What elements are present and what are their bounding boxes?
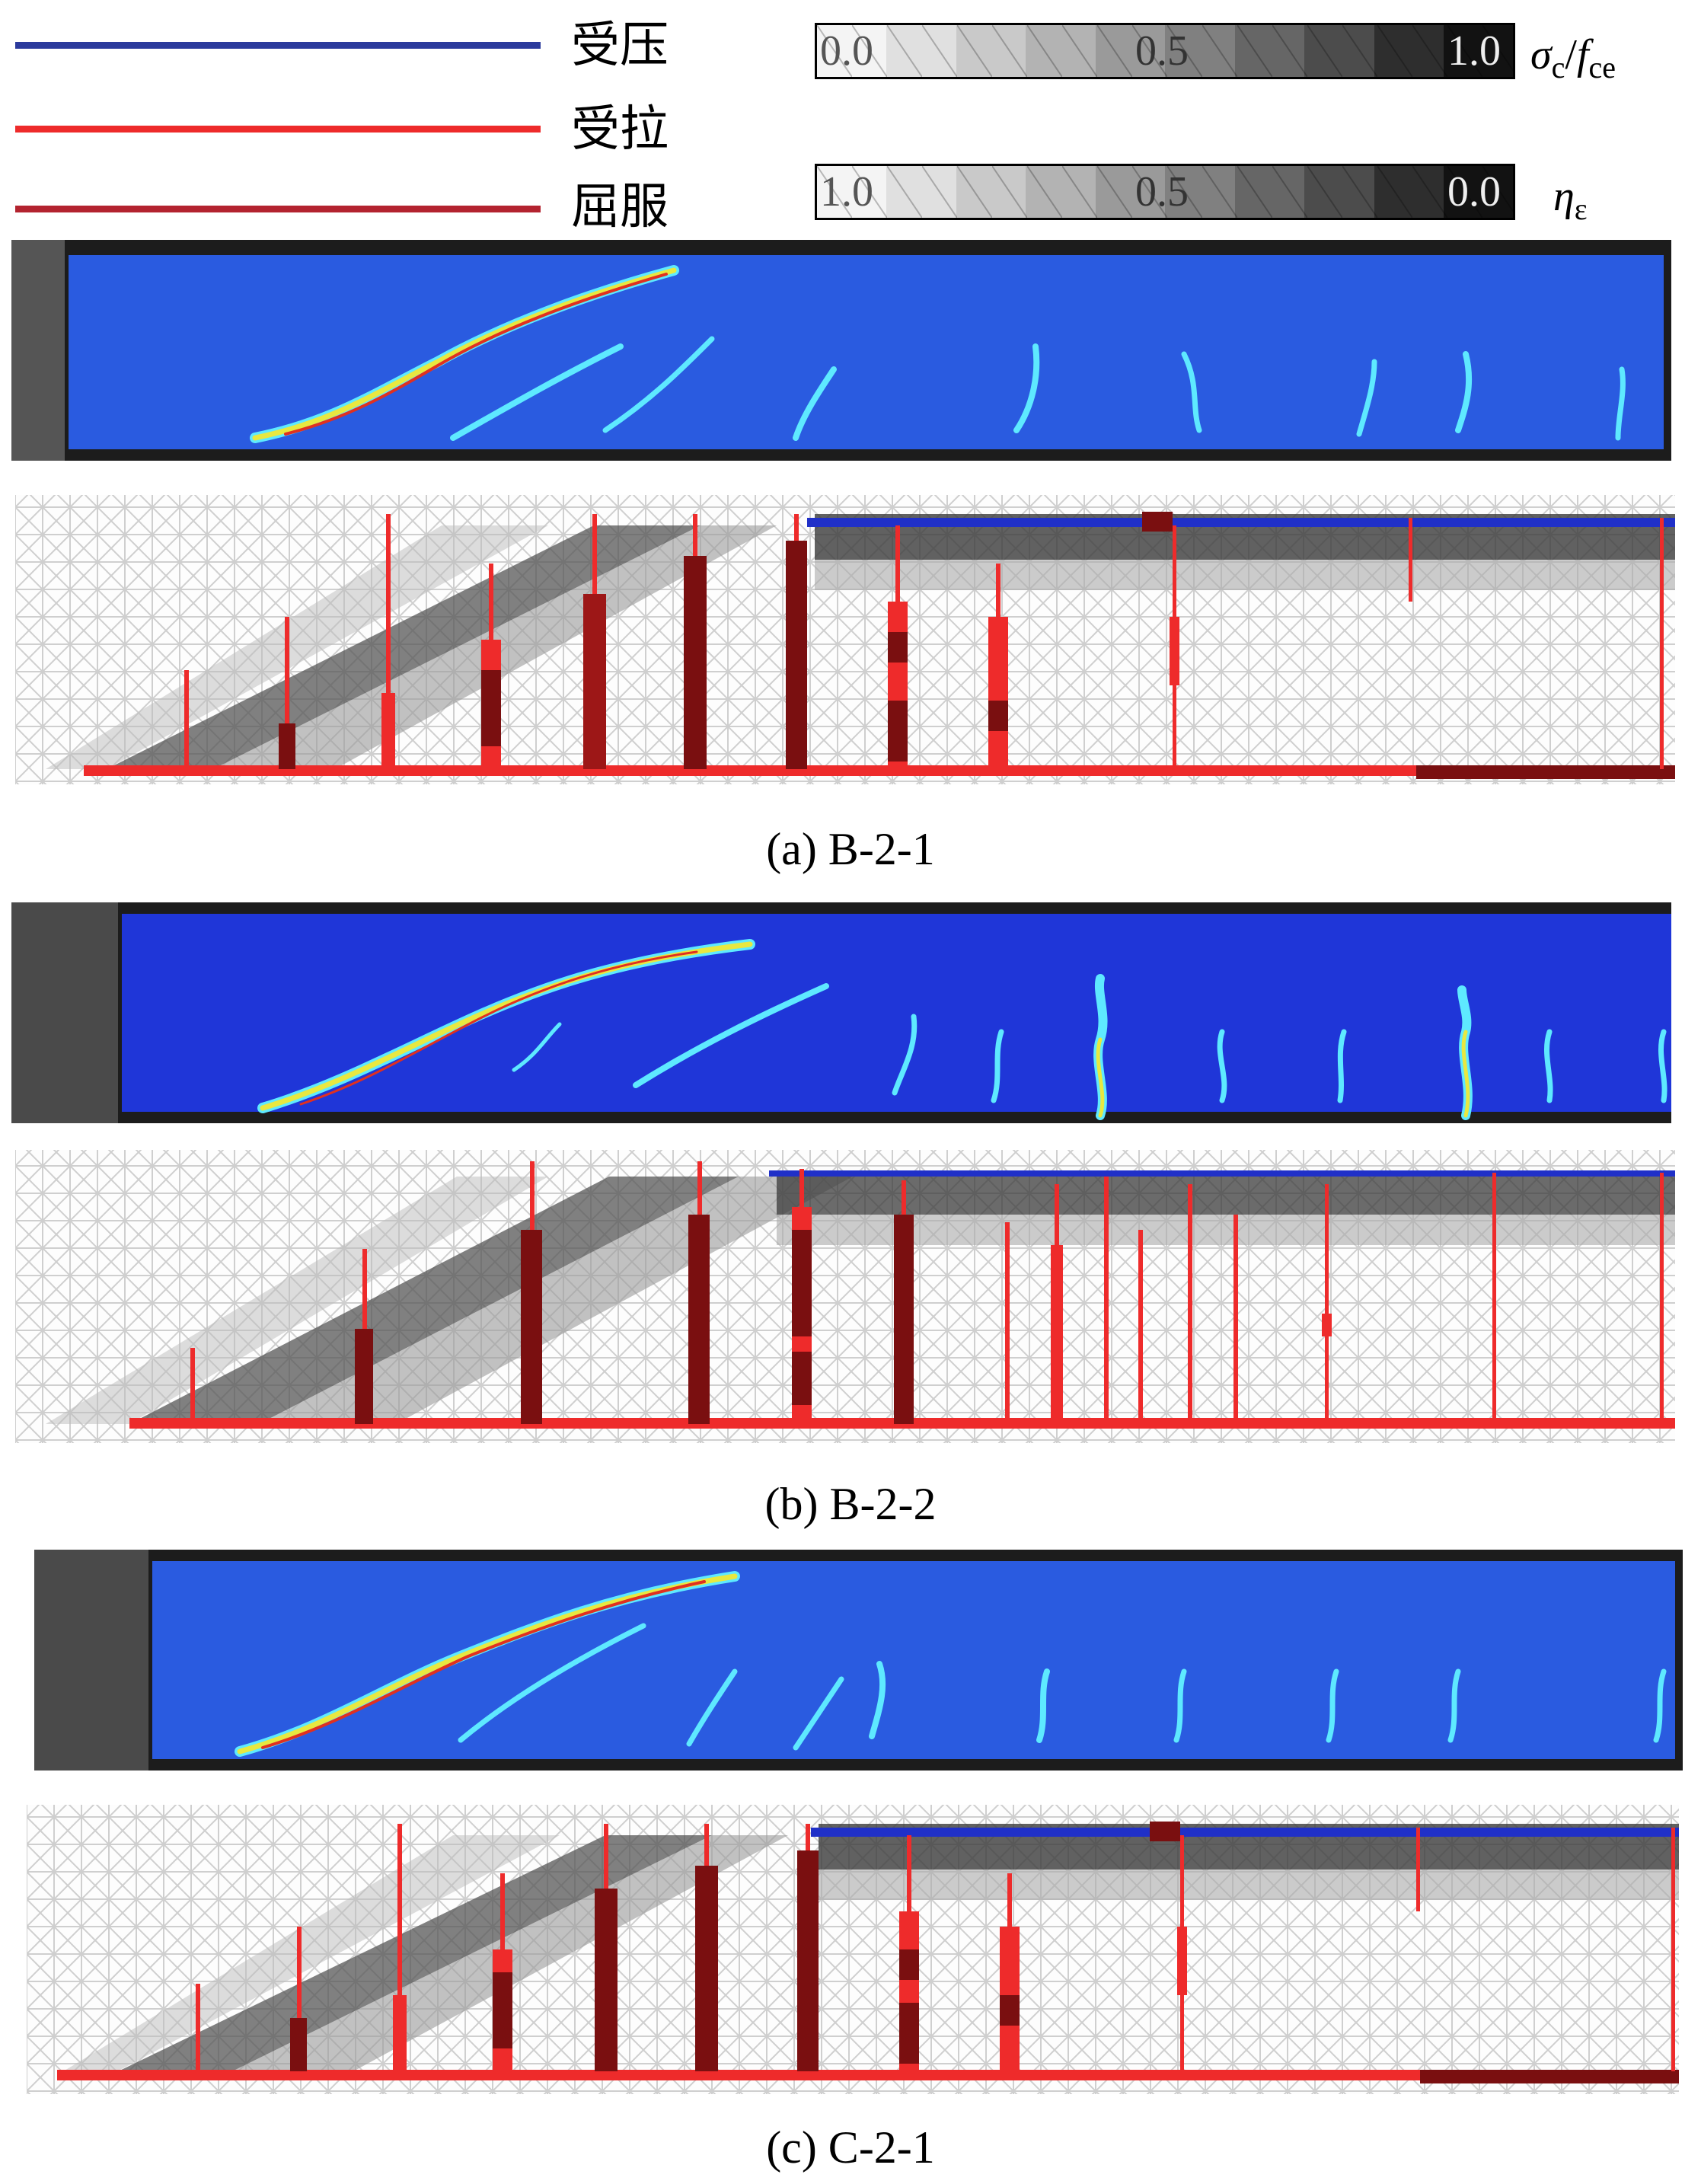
scale1-tick-2: 1.0 <box>1447 27 1501 75</box>
strain-ratio-scale-bar: 1.0 0.5 0.0 <box>815 164 1515 220</box>
caption-c: (c) C-2-1 <box>766 2122 935 2173</box>
legend-label-tension: 受拉 <box>571 102 669 156</box>
scale2-tick-0: 1.0 <box>820 168 873 216</box>
stress-ratio-scale-bar: 0.0 0.5 1.0 <box>815 23 1515 79</box>
caption-a: (a) B-2-1 <box>766 824 935 874</box>
legend-line-tension <box>15 126 541 133</box>
crack-photo-b <box>11 902 1671 1123</box>
legend-label-compression: 受压 <box>571 18 669 72</box>
caption-b: (b) B-2-2 <box>764 1479 937 1529</box>
crack-photo-c <box>34 1550 1683 1771</box>
stress-ratio-symbol: σc/fce <box>1530 31 1616 85</box>
legend-label-yield: 屈服 <box>571 180 669 234</box>
fe-mesh-a <box>15 495 1675 784</box>
scale2-tick-2: 0.0 <box>1447 168 1501 216</box>
legend-line-compression <box>15 42 541 49</box>
fe-mesh-b <box>15 1150 1675 1443</box>
scale1-tick-0: 0.0 <box>820 27 873 75</box>
strain-ratio-symbol: ηε <box>1553 173 1588 227</box>
scale2-tick-1: 0.5 <box>1135 168 1189 216</box>
crack-photo-a <box>11 240 1671 461</box>
scale1-tick-1: 0.5 <box>1135 27 1189 75</box>
fe-mesh-c <box>27 1805 1679 2094</box>
legend-line-yield <box>15 206 541 212</box>
